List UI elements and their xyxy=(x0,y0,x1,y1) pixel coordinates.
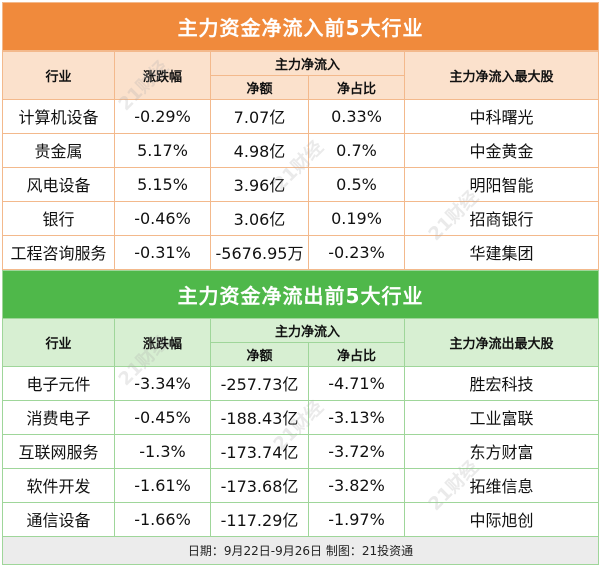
cell-stock: 明阳智能 xyxy=(403,166,600,202)
cell-stock: 中金黄金 xyxy=(403,132,600,168)
cell-net: -188.43亿 xyxy=(210,399,309,435)
header-net-amount: 净额 xyxy=(210,341,309,367)
cell-industry: 贵金属 xyxy=(2,132,115,168)
table-row: 计算机设备 -0.29% 7.07亿 0.33% 中科曙光 xyxy=(2,98,600,134)
header-net-ratio: 净占比 xyxy=(308,74,405,100)
inflow-title: 主力资金净流入前5大行业 xyxy=(1,2,600,52)
header-industry: 行业 xyxy=(2,50,115,100)
cell-industry: 计算机设备 xyxy=(2,98,115,134)
cell-net: -5676.95万 xyxy=(210,234,309,270)
cell-ratio: -0.23% xyxy=(308,234,405,270)
cell-industry: 通信设备 xyxy=(2,501,115,537)
cell-net: -257.73亿 xyxy=(210,365,309,401)
cell-industry: 工程咨询服务 xyxy=(2,234,115,270)
cell-industry: 风电设备 xyxy=(2,166,115,202)
cell-change: -1.66% xyxy=(114,501,211,537)
cell-stock: 中科曙光 xyxy=(403,98,600,134)
header-change: 涨跌幅 xyxy=(114,317,211,367)
cell-net: 4.98亿 xyxy=(210,132,309,168)
cell-stock: 工业富联 xyxy=(403,399,600,435)
table-row: 互联网服务 -1.3% -173.74亿 -3.72% 东方财富 xyxy=(2,433,600,469)
footer-caption: 日期：9月22日-9月26日 制图：21投资通 xyxy=(1,535,600,565)
cell-stock: 东方财富 xyxy=(403,433,600,469)
cell-change: -1.3% xyxy=(114,433,211,469)
cell-stock: 中际旭创 xyxy=(403,501,600,537)
cell-net: 3.06亿 xyxy=(210,200,309,236)
header-net-amount: 净额 xyxy=(210,74,309,100)
cell-industry: 互联网服务 xyxy=(2,433,115,469)
cell-change: -0.29% xyxy=(114,98,211,134)
cell-net: 7.07亿 xyxy=(210,98,309,134)
cell-change: -0.45% xyxy=(114,399,211,435)
cell-industry: 软件开发 xyxy=(2,467,115,503)
table-row: 风电设备 5.15% 3.96亿 0.5% 明阳智能 xyxy=(2,166,600,202)
table-row: 通信设备 -1.66% -117.29亿 -1.97% 中际旭创 xyxy=(2,501,600,537)
cell-ratio: 0.5% xyxy=(308,166,405,202)
cell-change: -0.46% xyxy=(114,200,211,236)
table-row: 消费电子 -0.45% -188.43亿 -3.13% 工业富联 xyxy=(2,399,600,435)
table-row: 银行 -0.46% 3.06亿 0.19% 招商银行 xyxy=(2,200,600,236)
cell-change: -3.34% xyxy=(114,365,211,401)
header-main-flow: 主力净流入 xyxy=(210,50,405,76)
cell-industry: 电子元件 xyxy=(2,365,115,401)
cell-ratio: -3.13% xyxy=(308,399,405,435)
cell-stock: 胜宏科技 xyxy=(403,365,600,401)
cell-industry: 消费电子 xyxy=(2,399,115,435)
cell-net: -173.74亿 xyxy=(210,433,309,469)
cell-change: 5.15% xyxy=(114,166,211,202)
table-row: 电子元件 -3.34% -257.73亿 -4.71% 胜宏科技 xyxy=(2,365,600,401)
inflow-table: 主力资金净流入前5大行业 行业 涨跌幅 主力净流入 主力净流入最大股 净额 净占… xyxy=(1,2,600,270)
cell-ratio: -1.97% xyxy=(308,501,405,537)
cell-change: -0.31% xyxy=(114,234,211,270)
cell-change: -1.61% xyxy=(114,467,211,503)
cell-ratio: 0.33% xyxy=(308,98,405,134)
cell-stock: 招商银行 xyxy=(403,200,600,236)
outflow-title: 主力资金净流出前5大行业 xyxy=(1,269,600,319)
header-main-flow: 主力净流入 xyxy=(210,317,405,343)
outflow-table: 主力资金净流出前5大行业 行业 涨跌幅 主力净流入 主力净流出最大股 净额 净占… xyxy=(1,269,600,565)
cell-ratio: -4.71% xyxy=(308,365,405,401)
cell-industry: 银行 xyxy=(2,200,115,236)
header-top-stock: 主力净流出最大股 xyxy=(403,317,600,367)
table-row: 软件开发 -1.61% -173.68亿 -3.82% 拓维信息 xyxy=(2,467,600,503)
table-row: 贵金属 5.17% 4.98亿 0.7% 中金黄金 xyxy=(2,132,600,168)
cell-stock: 拓维信息 xyxy=(403,467,600,503)
header-change: 涨跌幅 xyxy=(114,50,211,100)
cell-ratio: -3.82% xyxy=(308,467,405,503)
cell-net: -173.68亿 xyxy=(210,467,309,503)
cell-ratio: -3.72% xyxy=(308,433,405,469)
table-row: 工程咨询服务 -0.31% -5676.95万 -0.23% 华建集团 xyxy=(2,234,600,270)
cell-ratio: 0.7% xyxy=(308,132,405,168)
cell-net: -117.29亿 xyxy=(210,501,309,537)
header-industry: 行业 xyxy=(2,317,115,367)
header-net-ratio: 净占比 xyxy=(308,341,405,367)
cell-stock: 华建集团 xyxy=(403,234,600,270)
header-top-stock: 主力净流入最大股 xyxy=(403,50,600,100)
cell-change: 5.17% xyxy=(114,132,211,168)
cell-ratio: 0.19% xyxy=(308,200,405,236)
cell-net: 3.96亿 xyxy=(210,166,309,202)
